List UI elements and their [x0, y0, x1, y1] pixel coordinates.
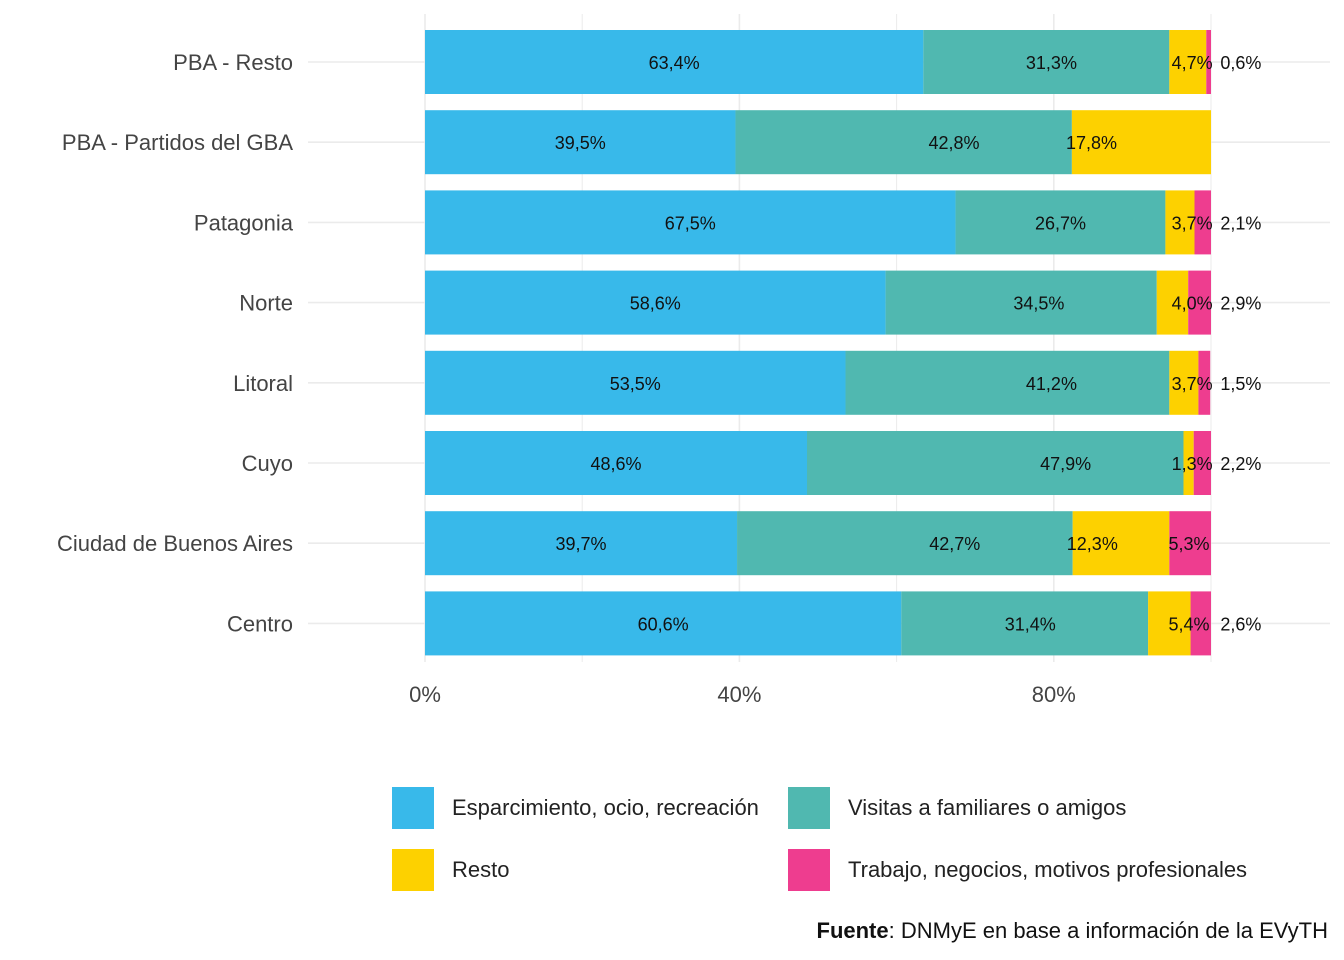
data-label: 2,6% — [1220, 614, 1261, 634]
bar-segment — [425, 431, 807, 495]
bar-segment — [1188, 270, 1211, 335]
bar-segment — [885, 270, 1157, 335]
data-label: 42,8% — [928, 133, 979, 153]
bar-segment — [425, 511, 738, 576]
data-label: 47,9% — [1040, 454, 1091, 474]
source-note: Fuente: DNMyE en base a información de l… — [817, 918, 1329, 944]
legend-label-trabajo: Trabajo, negocios, motivos profesionales — [848, 857, 1248, 882]
category-label: Centro — [227, 611, 293, 636]
category-label: Ciudad de Buenos Aires — [57, 531, 293, 556]
bar-segment — [1198, 350, 1211, 415]
x-tick-label: 40% — [717, 682, 761, 707]
bar-segment — [806, 431, 1184, 495]
bar-segment — [1169, 30, 1207, 94]
data-label: 60,6% — [638, 614, 689, 634]
data-label: 2,2% — [1220, 454, 1261, 474]
data-label: 1,3% — [1172, 454, 1213, 474]
source-text: : DNMyE en base a información de la EVyT… — [888, 918, 1328, 943]
bar-segment — [1156, 270, 1189, 335]
data-label: 3,7% — [1172, 213, 1213, 233]
bar-segment — [425, 110, 736, 175]
bar-segment — [425, 591, 902, 656]
bar-segment — [955, 190, 1166, 255]
data-label: 4,7% — [1172, 53, 1213, 73]
bar-segment — [1169, 511, 1211, 576]
data-label: 31,4% — [1005, 614, 1056, 634]
x-tick-label: 0% — [409, 682, 441, 707]
source-bold: Fuente — [816, 918, 889, 943]
bar-segment — [425, 30, 924, 94]
data-label: 2,9% — [1220, 294, 1261, 314]
bar-segment — [737, 511, 1073, 576]
bar-segment — [1183, 431, 1194, 495]
bar-segment — [1206, 30, 1211, 94]
data-label: 17,8% — [1066, 133, 1117, 153]
data-label: 42,7% — [929, 534, 980, 554]
category-label: Litoral — [233, 371, 293, 396]
bar-segment — [1190, 591, 1211, 656]
bar-segment — [425, 190, 956, 255]
data-label: 63,4% — [649, 53, 700, 73]
data-label: 31,3% — [1026, 53, 1077, 73]
legend-label-resto: Resto — [452, 857, 510, 882]
bar-segment — [1071, 110, 1211, 175]
bar-segment — [1169, 350, 1199, 415]
legend: Esparcimiento, ocio, recreación Visitas … — [392, 786, 1292, 906]
x-tick-label: 80% — [1032, 682, 1076, 707]
bar-segment — [845, 350, 1170, 415]
data-label: 26,7% — [1035, 213, 1086, 233]
category-label: PBA - Partidos del GBA — [62, 130, 293, 155]
bar-segment — [1194, 190, 1211, 255]
category-label: Norte — [239, 291, 293, 316]
data-label: 41,2% — [1026, 374, 1077, 394]
bar-segment — [923, 30, 1170, 94]
bar-segment — [1148, 591, 1191, 656]
legend-item-resto: Resto — [392, 848, 509, 892]
legend-swatch-esparcimiento — [392, 787, 434, 829]
category-label: Patagonia — [194, 210, 294, 235]
data-label: 2,1% — [1220, 213, 1261, 233]
data-label: 34,5% — [1013, 294, 1064, 314]
bar-segment — [425, 270, 886, 335]
data-label: 39,7% — [555, 534, 606, 554]
bar-segment — [1165, 190, 1195, 255]
bar-segment — [1072, 511, 1170, 576]
bar-segment — [735, 110, 1072, 175]
data-label: 4,0% — [1172, 294, 1213, 314]
data-label: 67,5% — [665, 213, 716, 233]
legend-item-trabajo: Trabajo, negocios, motivos profesionales — [788, 848, 1247, 892]
data-label: 53,5% — [610, 374, 661, 394]
legend-label-esparcimiento: Esparcimiento, ocio, recreación — [452, 795, 759, 820]
data-label: 48,6% — [590, 454, 641, 474]
data-label: 3,7% — [1172, 374, 1213, 394]
category-label: PBA - Resto — [173, 50, 293, 75]
legend-label-visitas: Visitas a familiares o amigos — [848, 795, 1127, 820]
data-label: 5,3% — [1168, 534, 1209, 554]
legend-swatch-resto — [392, 849, 434, 891]
data-label: 12,3% — [1067, 534, 1118, 554]
category-label: Cuyo — [242, 451, 293, 476]
data-label: 39,5% — [555, 133, 606, 153]
data-label: 58,6% — [630, 294, 681, 314]
legend-swatch-trabajo — [788, 849, 830, 891]
data-label: 5,4% — [1168, 614, 1209, 634]
bar-segment — [425, 350, 846, 415]
bar-segment — [1193, 431, 1211, 495]
bar-segment — [901, 591, 1149, 656]
data-label: 0,6% — [1220, 53, 1261, 73]
data-label: 1,5% — [1220, 374, 1261, 394]
legend-item-visitas: Visitas a familiares o amigos — [788, 786, 1126, 830]
legend-item-esparcimiento: Esparcimiento, ocio, recreación — [392, 786, 759, 830]
legend-swatch-visitas — [788, 787, 830, 829]
